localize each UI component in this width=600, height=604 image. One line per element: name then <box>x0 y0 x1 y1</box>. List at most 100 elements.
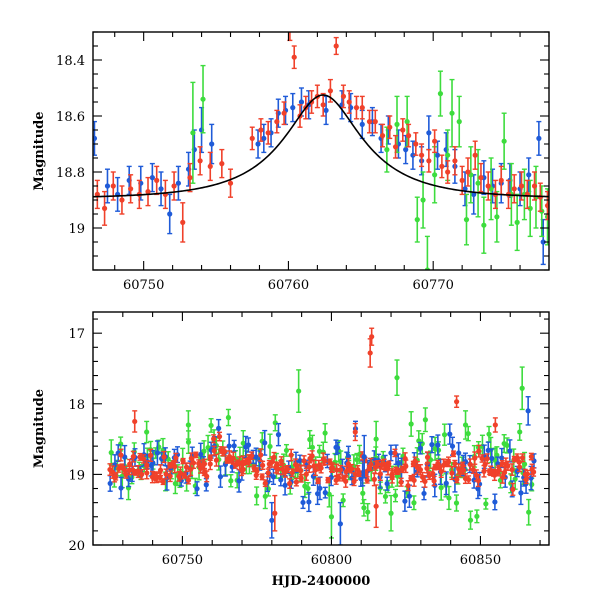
data-point-blue <box>443 471 449 496</box>
data-point-red <box>485 171 491 201</box>
y-tick-label: 17 <box>68 327 85 342</box>
y-tick-label: 19 <box>68 222 85 237</box>
data-point-red <box>452 146 458 176</box>
data-point-red <box>265 468 271 478</box>
data-point-red <box>132 410 138 433</box>
data-point-green <box>144 420 150 444</box>
data-point-red <box>227 168 234 198</box>
data-point-green <box>483 497 489 510</box>
data-point-blue <box>245 437 252 453</box>
data-point-red <box>346 90 352 114</box>
data-point-red <box>414 460 420 474</box>
data-point-red <box>422 475 428 488</box>
data-point-red <box>259 473 265 481</box>
data-point-red <box>329 462 335 474</box>
data-point-green <box>272 414 278 432</box>
data-point-red <box>387 115 393 140</box>
bottom-panel-full-light-curve: 60750 60800 60850 17 18 19 20 Magnitude HJD-2400… <box>32 311 550 589</box>
data-point-red <box>510 482 516 496</box>
data-point-blue <box>429 435 435 454</box>
y-axis-title: Magnitude <box>32 111 47 190</box>
data-point-red <box>306 461 312 474</box>
data-point-green <box>526 498 532 526</box>
data-point-red <box>163 468 169 480</box>
data-point-green <box>190 81 196 184</box>
data-point-green <box>340 493 346 508</box>
data-point-red <box>465 157 471 187</box>
data-point-blue <box>335 441 341 454</box>
data-point-green <box>208 418 214 433</box>
data-point-green <box>441 423 448 446</box>
x-tick-label: 60850 <box>460 553 501 568</box>
data-point-red <box>147 448 154 463</box>
x-axis-title: HJD-2400000 <box>272 574 371 589</box>
data-point-green <box>422 407 428 433</box>
data-point-red <box>113 473 119 481</box>
data-point-green <box>411 495 417 511</box>
data-point-green <box>420 171 426 229</box>
data-point-green <box>474 509 480 524</box>
y-tick-label: 18 <box>68 398 85 413</box>
data-point-red <box>197 146 203 176</box>
data-point-green <box>494 190 500 243</box>
plot-frame <box>92 31 550 271</box>
x-tick-label: 60760 <box>268 278 309 293</box>
data-point-red <box>291 45 297 70</box>
data-point-red <box>258 118 264 142</box>
data-point-red <box>445 456 452 468</box>
plot-area <box>93 32 549 270</box>
data-point-green <box>517 423 523 441</box>
data-point-red <box>353 95 360 120</box>
data-point-red <box>509 463 515 476</box>
data-point-red <box>398 477 404 487</box>
data-point-red <box>531 171 538 201</box>
data-point-green <box>467 510 474 530</box>
data-point-red <box>265 120 271 145</box>
model-curve <box>93 94 549 198</box>
data-point-red <box>392 448 398 458</box>
data-point-red <box>348 463 355 474</box>
data-point-red <box>450 450 457 458</box>
data-point-red <box>368 457 374 471</box>
data-point-green <box>408 411 414 437</box>
data-point-blue <box>298 87 305 117</box>
data-point-red <box>260 460 266 471</box>
data-point-blue <box>93 120 98 156</box>
data-point-red <box>145 176 151 207</box>
data-point-red <box>161 450 167 464</box>
plot-area <box>107 327 537 545</box>
data-point-blue <box>421 486 427 501</box>
data-point-red <box>204 470 210 483</box>
data-point-green <box>475 148 481 218</box>
data-point-red <box>484 453 490 465</box>
data-point-green <box>254 486 260 506</box>
data-point-red <box>479 454 485 463</box>
data-point-red <box>154 165 160 196</box>
data-point-green <box>373 420 379 458</box>
data-point-red <box>119 185 125 215</box>
data-point-blue <box>447 423 453 445</box>
data-point-red <box>405 480 411 492</box>
data-point-red <box>140 454 147 464</box>
data-point-red <box>498 165 504 196</box>
data-point-red <box>128 174 134 204</box>
data-point-red <box>369 327 375 346</box>
data-point-blue <box>194 481 200 497</box>
data-point-red <box>315 477 321 485</box>
data-point-red <box>289 468 295 478</box>
data-point-red <box>318 462 324 474</box>
data-point-red <box>298 473 304 483</box>
data-point-red <box>274 109 280 134</box>
data-point-green <box>501 112 507 170</box>
data-point-red <box>389 470 395 484</box>
data-point-red <box>301 455 307 467</box>
data-point-red <box>275 463 281 475</box>
data-point-blue <box>300 495 306 510</box>
data-point-red <box>249 126 255 151</box>
data-point-red <box>130 450 136 463</box>
data-point-green <box>392 488 399 503</box>
data-point-green <box>394 95 400 154</box>
data-point-blue <box>492 493 498 511</box>
